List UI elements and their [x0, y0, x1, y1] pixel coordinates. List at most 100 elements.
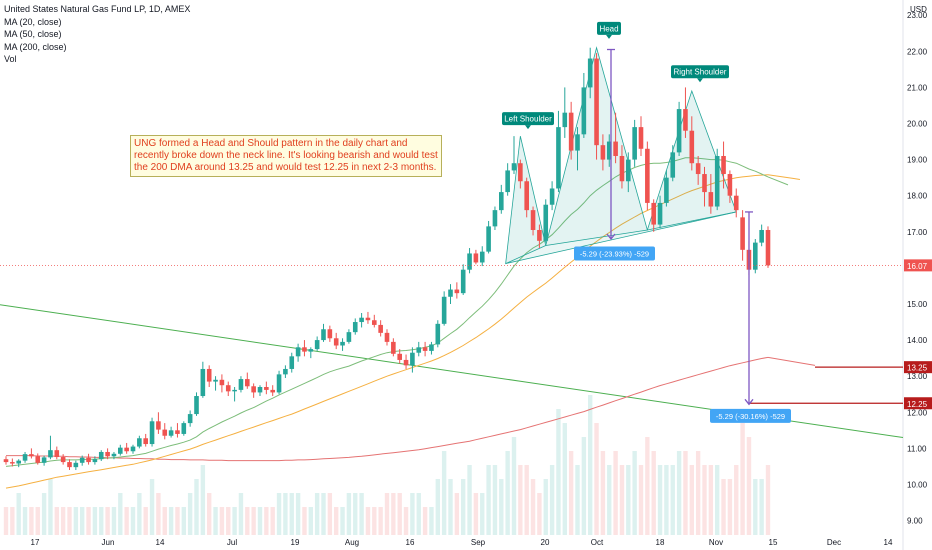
volume-bar [473, 493, 479, 535]
candle-body [486, 226, 491, 252]
volume-bar [213, 507, 218, 535]
measure-arrow-head-head [606, 233, 616, 241]
candle-body [327, 329, 333, 339]
candle-body [245, 379, 250, 387]
volume-bar [168, 507, 174, 535]
legend-volume[interactable]: Vol [4, 54, 17, 64]
candle-body [79, 457, 85, 463]
volume-bar [118, 493, 123, 535]
candle-body [238, 379, 244, 390]
candle-body [727, 174, 733, 196]
volume-bar [124, 507, 129, 535]
candle-body [321, 329, 326, 341]
candle-body [606, 141, 612, 160]
volume-bar [276, 493, 282, 535]
candle-body [48, 450, 53, 458]
volume-bar [448, 479, 453, 535]
volume-bar [511, 437, 517, 535]
candle-body [556, 127, 561, 189]
y-tick-label: 10.00 [907, 480, 928, 489]
y-tick-label: 14.00 [907, 336, 928, 345]
candle-body [130, 446, 136, 452]
volume-bar [753, 479, 758, 535]
measure-badge-head: -5.29 (-23.93%) -529 [580, 249, 649, 258]
volume-bar [181, 507, 186, 535]
volume-bar [251, 507, 256, 535]
volume-bar [156, 493, 161, 535]
head-label: Head [599, 24, 618, 33]
y-tick-label: 23.00 [907, 11, 928, 20]
x-tick-label: Jul [227, 538, 237, 547]
candle-body [206, 368, 212, 382]
candle-body [35, 456, 41, 463]
x-tick-label: 16 [406, 538, 415, 547]
volume-bar [378, 507, 383, 535]
x-tick-label: Aug [345, 538, 359, 547]
ma20-projection [767, 176, 789, 186]
candle-body [22, 454, 28, 461]
candle-body [168, 430, 174, 436]
volume-bar [16, 493, 21, 535]
candle-body [302, 347, 307, 352]
volume-bar [556, 409, 561, 535]
volume-bar [207, 493, 212, 535]
candle-body [352, 322, 358, 333]
candle-body [435, 323, 441, 345]
volume-bar [175, 507, 180, 535]
candle-body [200, 368, 206, 397]
x-tick-label: 15 [769, 538, 778, 547]
last-price-label: 16.07 [907, 262, 928, 271]
volume-bar [454, 493, 460, 535]
candle-body [638, 127, 644, 149]
analysis-note[interactable]: UNG formed a Head and Should pattern in … [130, 135, 442, 177]
right-shoulder-label-pointer [697, 78, 703, 83]
candle-body [702, 174, 707, 193]
volume-bar [708, 465, 714, 535]
volume-bar [429, 507, 434, 535]
y-tick-label: 20.00 [907, 120, 928, 129]
candle-body [314, 340, 320, 350]
candle-body [156, 421, 161, 430]
x-tick-label: Jun [102, 538, 115, 547]
right-shoulder-label: Right Shoulder [674, 68, 727, 77]
ma20-line [5, 157, 769, 467]
candle-body [594, 58, 599, 146]
volume-bar [187, 493, 193, 535]
volume-bar [486, 465, 491, 535]
candle-body [670, 152, 676, 178]
x-tick-label: Sep [471, 538, 486, 547]
y-tick-label: 12.00 [907, 408, 928, 417]
x-tick-label: 14 [884, 538, 893, 547]
volume-bar [480, 493, 485, 535]
candle-body [524, 181, 529, 211]
y-tick-label: 17.00 [907, 228, 928, 237]
legend-symbol[interactable]: United States Natural Gas Fund LP, 1D, A… [4, 4, 191, 14]
volume-bar [111, 507, 117, 535]
candle-body [416, 347, 422, 353]
volume-bar [734, 465, 739, 535]
candle-body [73, 462, 79, 468]
legend-ma50[interactable]: MA (50, close) [4, 29, 62, 39]
candle-body [651, 202, 656, 225]
candle-body [29, 454, 34, 457]
measure-badge-head-bg [574, 246, 655, 261]
volume-bar [638, 465, 644, 535]
volume-bar [594, 423, 599, 535]
volume-bar [257, 507, 263, 535]
candle-body [60, 457, 66, 463]
candle-body [511, 163, 517, 171]
candle-body [441, 296, 447, 324]
volume-bar [607, 465, 612, 535]
legend-ma200[interactable]: MA (200, close) [4, 41, 67, 52]
left-shoulder-label-bg [502, 112, 554, 126]
price-axis-panel [903, 0, 932, 550]
volume-bar [575, 465, 580, 535]
volume-bar [353, 493, 358, 535]
volume-bar [270, 507, 275, 535]
head-label-bg [597, 21, 621, 35]
volume-bar [689, 465, 694, 535]
legend-ma20[interactable]: MA (20, close) [4, 16, 62, 27]
volume-bar [149, 479, 155, 535]
volume-bar [626, 465, 631, 535]
